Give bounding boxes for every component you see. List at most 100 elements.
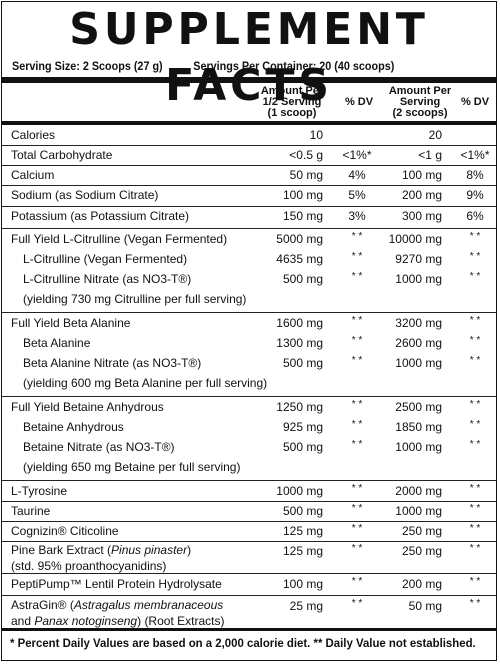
dv-half: * * bbox=[351, 543, 363, 554]
nutrient-name-line: Pine Bark Extract (Pinus pinaster) bbox=[11, 542, 191, 558]
table-row: Potassium (as Potassium Citrate) 150 mg 3%… bbox=[2, 206, 496, 226]
dv-full: * * bbox=[469, 271, 481, 282]
header-text: 1/2 Serving bbox=[262, 96, 322, 108]
amount-full: 2600 mg bbox=[395, 336, 442, 350]
table-row: (yielding 600 mg Beta Alanine per full s… bbox=[2, 373, 496, 393]
dv-half: <1%* bbox=[342, 148, 372, 162]
name-part: ) bbox=[187, 543, 192, 557]
dv-half: 5% bbox=[348, 188, 366, 202]
nutrient-name: Cognizin® Citicoline bbox=[11, 524, 119, 538]
amount-half: 100 mg bbox=[282, 577, 323, 591]
amount-full: 20 bbox=[428, 128, 442, 142]
amount-half: 125 mg bbox=[282, 544, 323, 558]
table-row: Full Yield Beta Alanine 1600 mg * * 3200 mg… bbox=[2, 313, 496, 333]
amount-full: 100 mg bbox=[401, 168, 442, 182]
row-divider bbox=[2, 480, 496, 481]
amount-half: 1000 mg bbox=[276, 484, 323, 498]
header-dv-half: % DV bbox=[344, 96, 374, 108]
name-part: and bbox=[11, 614, 35, 628]
amount-full: 3200 mg bbox=[395, 316, 442, 330]
dv-full: * * bbox=[469, 483, 481, 494]
amount-half: 125 mg bbox=[282, 524, 323, 538]
nutrient-name: Pine Bark Extract (Pinus pinaster) (std. … bbox=[11, 542, 191, 574]
dv-full: * * bbox=[469, 439, 481, 450]
dv-full: * * bbox=[469, 315, 481, 326]
table-row: Beta Alanine 1300 mg * * 2600 mg * * bbox=[2, 333, 496, 353]
header-text: Amount Per bbox=[260, 85, 324, 97]
table-row: AstraGin® (Astragalus membranaceous and P… bbox=[2, 596, 496, 630]
amount-half: 10 bbox=[309, 128, 323, 142]
table-row: Taurine 500 mg * * 1000 mg * * bbox=[2, 501, 496, 521]
amount-full: 9270 mg bbox=[395, 252, 442, 266]
thick-rule bbox=[2, 77, 496, 83]
dv-half: * * bbox=[351, 576, 363, 587]
dv-full: * * bbox=[469, 419, 481, 430]
dv-half: * * bbox=[351, 598, 363, 609]
nutrient-name: Betaine Anhydrous bbox=[23, 420, 124, 434]
amount-full: 2000 mg bbox=[395, 484, 442, 498]
nutrient-name: Full Yield Betaine Anhydrous bbox=[11, 400, 164, 414]
dv-full: <1%* bbox=[460, 148, 490, 162]
nutrient-name: L-Tyrosine bbox=[11, 484, 68, 498]
table-row: Full Yield L-Citrulline (Vegan Fermented… bbox=[2, 229, 496, 249]
row-divider bbox=[2, 165, 496, 166]
dv-half: * * bbox=[351, 503, 363, 514]
dv-half: * * bbox=[351, 483, 363, 494]
row-divider bbox=[2, 185, 496, 186]
amount-full: 1000 mg bbox=[395, 504, 442, 518]
table-row: Cognizin® Citicoline 125 mg * * 250 mg * * bbox=[2, 521, 496, 541]
header-text: Amount Per bbox=[388, 85, 452, 97]
amount-half: 1600 mg bbox=[276, 316, 323, 330]
table-row: Beta Alanine Nitrate (as NO3-T®) 500 mg * … bbox=[2, 353, 496, 373]
row-divider bbox=[2, 228, 496, 229]
row-divider bbox=[2, 145, 496, 146]
row-divider bbox=[2, 206, 496, 207]
amount-full: 1000 mg bbox=[395, 272, 442, 286]
amount-full: <1 g bbox=[418, 148, 442, 162]
nutrient-name: Taurine bbox=[11, 504, 51, 518]
amount-full: 2500 mg bbox=[395, 400, 442, 414]
row-divider bbox=[2, 595, 496, 596]
nutrient-name: Full Yield L-Citrulline (Vegan Fermented… bbox=[11, 232, 228, 246]
amount-full: 250 mg bbox=[401, 524, 442, 538]
dv-full: * * bbox=[469, 598, 481, 609]
footnote: * Percent Daily Values are based on a 2,… bbox=[10, 636, 476, 650]
amount-half: 25 mg bbox=[289, 599, 323, 613]
dv-half: * * bbox=[351, 523, 363, 534]
table-row: PeptiPump™ Lentil Protein Hydrolysate 100… bbox=[2, 574, 496, 594]
dv-half: * * bbox=[351, 231, 363, 242]
nutrient-name-line: and Panax notoginseng) (Root Extracts) bbox=[11, 613, 224, 629]
row-divider bbox=[2, 396, 496, 397]
table-row: Calcium 50 mg 4% 100 mg 8% bbox=[2, 165, 496, 185]
dv-half: * * bbox=[351, 399, 363, 410]
dv-half: * * bbox=[351, 419, 363, 430]
table-row: L-Citrulline Nitrate (as NO3-T®) 500 mg * … bbox=[2, 269, 496, 289]
amount-half: 500 mg bbox=[282, 356, 323, 370]
amount-full: 1000 mg bbox=[395, 356, 442, 370]
dv-full: * * bbox=[469, 523, 481, 534]
header-amount-half: Amount Per 1/2 Serving (1 scoop) bbox=[252, 86, 332, 119]
amount-half: 500 mg bbox=[282, 440, 323, 454]
header-dv-full: % DV bbox=[460, 96, 490, 108]
table-row: Betaine Nitrate (as NO3-T®) 500 mg * * 1000… bbox=[2, 437, 496, 457]
nutrient-name: Potassium (as Potassium Citrate) bbox=[11, 209, 190, 223]
nutrient-name: Calcium bbox=[11, 168, 55, 182]
nutrient-name: Sodium (as Sodium Citrate) bbox=[11, 188, 159, 202]
dv-half: * * bbox=[351, 315, 363, 326]
amount-half: 100 mg bbox=[282, 188, 323, 202]
table-row: Betaine Anhydrous 925 mg * * 1850 mg * * bbox=[2, 417, 496, 437]
name-part-italic: Pinus pinaster bbox=[111, 543, 188, 557]
dv-full: * * bbox=[469, 251, 481, 262]
dv-full: * * bbox=[469, 231, 481, 242]
name-part: ) (Root Extracts) bbox=[137, 614, 225, 628]
amount-half: 4635 mg bbox=[276, 252, 323, 266]
nutrient-name: Total Carbohydrate bbox=[11, 148, 113, 162]
nutrient-name: L-Citrulline Nitrate (as NO3-T®) bbox=[23, 272, 192, 286]
amount-half: 50 mg bbox=[289, 168, 323, 182]
dv-full: 9% bbox=[466, 188, 484, 202]
nutrient-name: Beta Alanine Nitrate (as NO3-T®) bbox=[23, 356, 202, 370]
dv-full: * * bbox=[469, 399, 481, 410]
table-row: Total Carbohydrate <0.5 g <1%* <1 g <1%* bbox=[2, 145, 496, 165]
name-part: AstraGin® ( bbox=[11, 598, 74, 612]
